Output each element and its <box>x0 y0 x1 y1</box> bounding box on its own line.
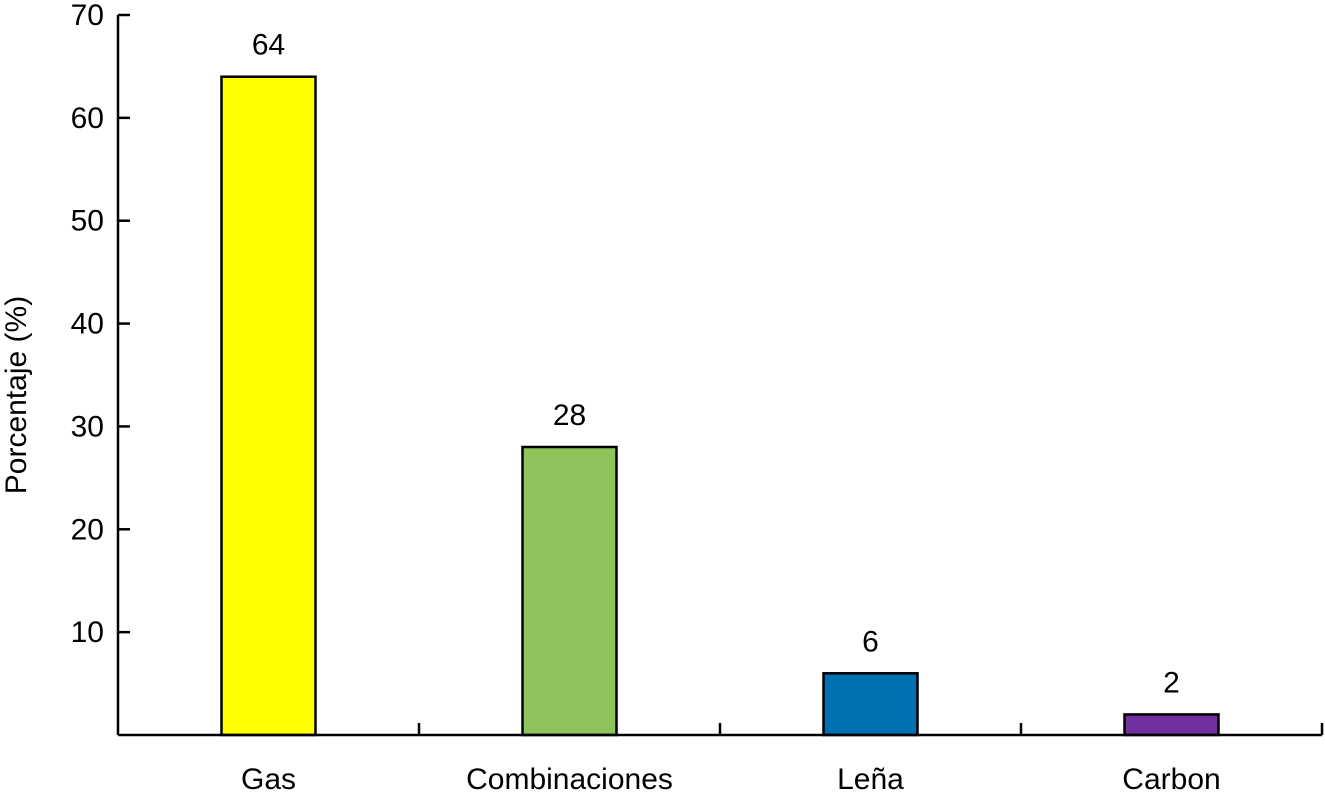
y-tick-label: 60 <box>71 102 104 135</box>
category-labels: Gas Combinaciones Leña Carbon <box>241 763 1221 792</box>
bar-carbon <box>1123 713 1220 737</box>
y-tick-label: 70 <box>71 0 104 32</box>
y-axis-title: Porcentaje (%) <box>0 296 33 494</box>
bar-combinaciones <box>521 445 618 737</box>
category-label: Carbon <box>1122 763 1220 792</box>
data-label: 28 <box>553 399 586 432</box>
data-label: 6 <box>862 625 879 658</box>
y-tick-label: 30 <box>71 410 104 443</box>
y-axis-ticks: 10 20 30 40 50 60 70 <box>71 0 130 649</box>
category-label: Gas <box>241 763 296 792</box>
data-label: 2 <box>1163 666 1180 699</box>
category-label: Combinaciones <box>466 763 673 792</box>
bars <box>220 75 1220 737</box>
data-label: 64 <box>252 29 285 62</box>
y-tick-label: 40 <box>71 308 104 341</box>
y-tick-label: 50 <box>71 205 104 238</box>
x-axis-ticks <box>417 723 1324 735</box>
y-tick-label: 20 <box>71 513 104 546</box>
bar-leña <box>822 672 919 737</box>
data-labels: 64 28 6 2 <box>252 29 1180 700</box>
y-tick-label: 10 <box>71 616 104 649</box>
bar-gas <box>220 75 317 737</box>
category-label: Leña <box>837 763 904 792</box>
